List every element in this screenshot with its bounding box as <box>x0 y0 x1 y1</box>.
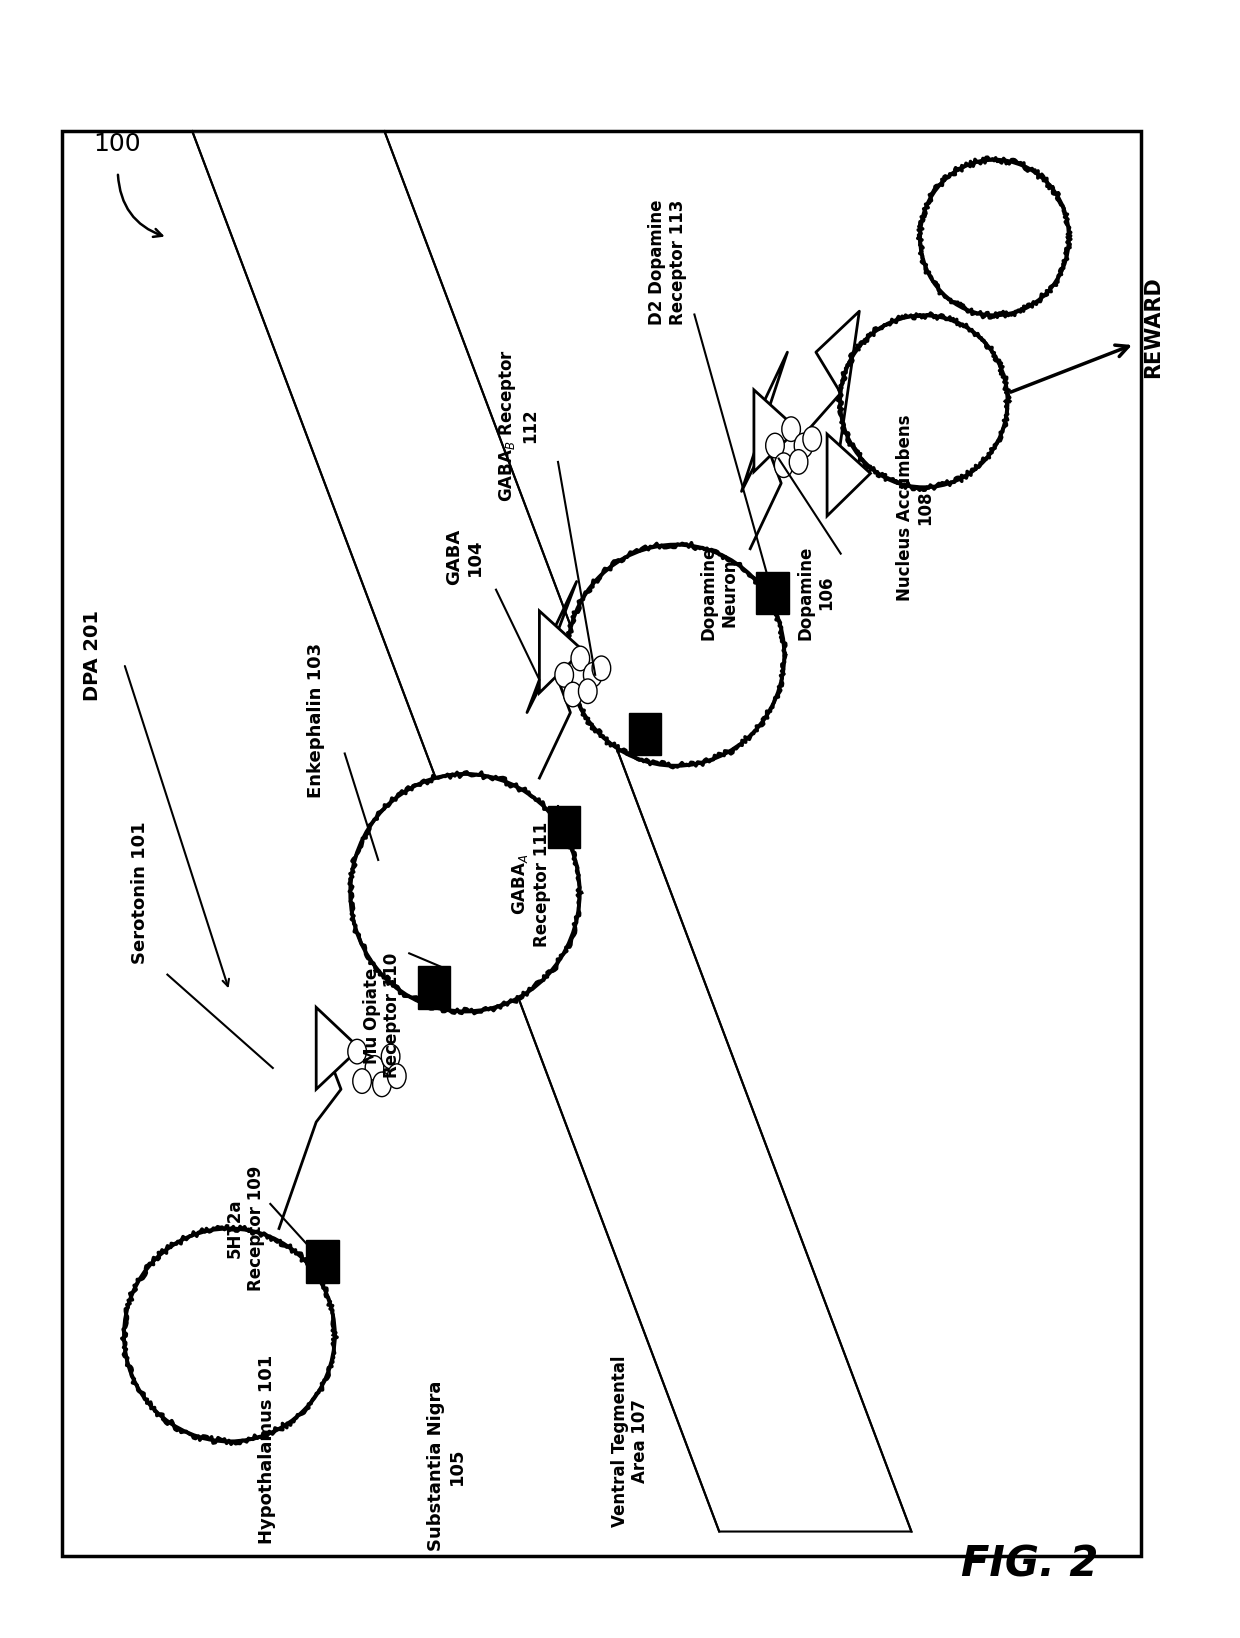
Text: Dopamine
Neuron: Dopamine Neuron <box>699 545 739 640</box>
Bar <box>756 572 789 614</box>
Ellipse shape <box>568 544 785 767</box>
Text: GABA
104: GABA 104 <box>445 529 485 585</box>
Circle shape <box>365 1057 384 1081</box>
Text: 100: 100 <box>93 131 140 156</box>
Polygon shape <box>316 1007 360 1089</box>
FancyArrowPatch shape <box>118 175 162 238</box>
Text: Enkephalin 103: Enkephalin 103 <box>308 644 325 798</box>
Text: Substantia Nigra
105: Substantia Nigra 105 <box>427 1381 466 1551</box>
Circle shape <box>387 1065 407 1089</box>
Circle shape <box>372 1073 392 1097</box>
Polygon shape <box>192 131 911 1532</box>
Circle shape <box>563 683 583 708</box>
Ellipse shape <box>124 1228 335 1441</box>
Text: 5HT2a
Receptor 109: 5HT2a Receptor 109 <box>226 1166 265 1291</box>
Polygon shape <box>827 434 870 516</box>
Circle shape <box>584 663 603 688</box>
Circle shape <box>804 426 821 452</box>
Text: Hypothalamus 101: Hypothalamus 101 <box>258 1355 275 1545</box>
Bar <box>418 966 450 1009</box>
Circle shape <box>347 1040 367 1065</box>
Circle shape <box>352 1068 372 1094</box>
Polygon shape <box>539 611 583 693</box>
Circle shape <box>593 657 610 681</box>
Text: DPA 201: DPA 201 <box>83 609 103 701</box>
Text: Dopamine
106: Dopamine 106 <box>796 545 836 640</box>
Bar <box>548 806 580 848</box>
Ellipse shape <box>351 773 580 1011</box>
Bar <box>62 131 1141 1556</box>
Text: Serotonin 101: Serotonin 101 <box>131 821 149 965</box>
Circle shape <box>774 452 794 478</box>
Text: Ventral Tegmental
Area 107: Ventral Tegmental Area 107 <box>610 1356 650 1527</box>
Polygon shape <box>754 390 797 472</box>
Circle shape <box>578 680 596 704</box>
Circle shape <box>795 432 813 459</box>
Ellipse shape <box>839 314 1007 486</box>
Circle shape <box>382 1045 399 1068</box>
Text: REWARD: REWARD <box>1143 277 1163 378</box>
Bar <box>306 1240 339 1283</box>
Text: Nucleus Accumbens
108: Nucleus Accumbens 108 <box>895 414 935 601</box>
Text: GABA$_B$ Receptor
112: GABA$_B$ Receptor 112 <box>497 349 539 503</box>
Ellipse shape <box>920 159 1069 314</box>
Circle shape <box>782 416 801 442</box>
Circle shape <box>556 663 573 688</box>
Text: Mu Opiate
Receptor 110: Mu Opiate Receptor 110 <box>362 953 402 1078</box>
Text: FIG. 2: FIG. 2 <box>961 1543 1097 1586</box>
Circle shape <box>790 449 808 475</box>
Text: D2 Dopamine
Receptor 113: D2 Dopamine Receptor 113 <box>647 200 687 324</box>
Bar <box>629 713 661 755</box>
Circle shape <box>766 432 784 459</box>
Text: GABA$_A$
Receptor 111: GABA$_A$ Receptor 111 <box>511 822 551 947</box>
Circle shape <box>572 647 590 672</box>
